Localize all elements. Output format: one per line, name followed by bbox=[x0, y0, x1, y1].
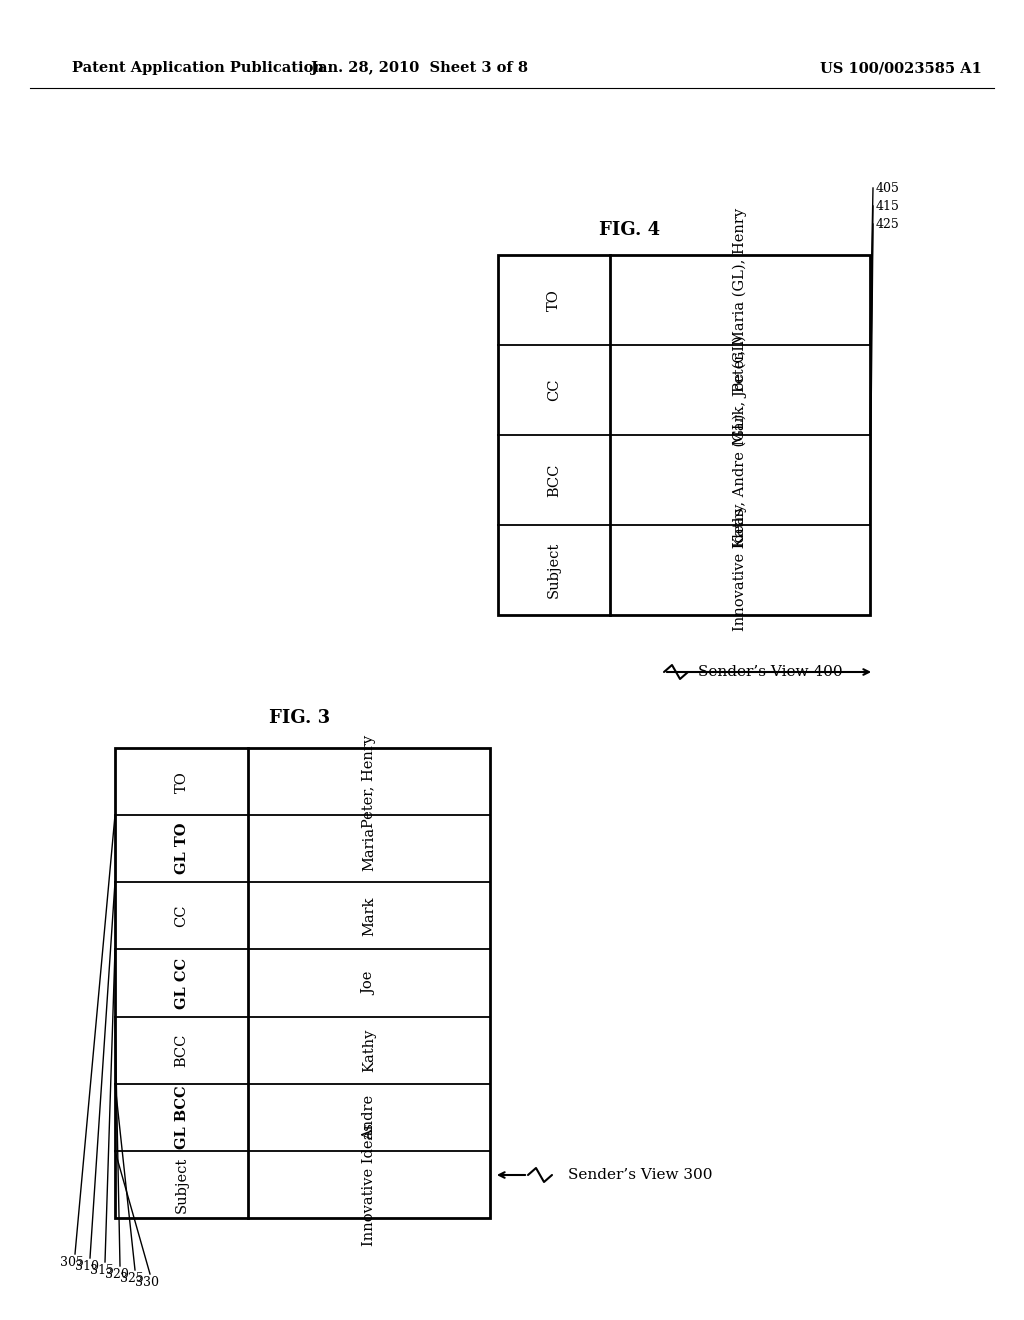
Text: FIG. 3: FIG. 3 bbox=[269, 709, 331, 727]
Text: TO: TO bbox=[547, 289, 561, 312]
Text: Subject: Subject bbox=[174, 1156, 188, 1213]
Text: Jan. 28, 2010  Sheet 3 of 8: Jan. 28, 2010 Sheet 3 of 8 bbox=[311, 61, 528, 75]
Text: Sender’s View 300: Sender’s View 300 bbox=[567, 1168, 713, 1181]
Text: Patent Application Publication: Patent Application Publication bbox=[72, 61, 324, 75]
Text: Kathy, Andre (GL): Kathy, Andre (GL) bbox=[733, 413, 748, 546]
Text: 305: 305 bbox=[60, 1257, 84, 1269]
Text: BCC: BCC bbox=[174, 1034, 188, 1067]
Text: GL BCC: GL BCC bbox=[174, 1085, 188, 1150]
Bar bbox=[115, 748, 490, 1218]
Text: Innovative Ideas: Innovative Ideas bbox=[362, 1123, 376, 1246]
Text: 325: 325 bbox=[120, 1272, 143, 1284]
Text: 310: 310 bbox=[75, 1261, 99, 1272]
Text: GL TO: GL TO bbox=[174, 822, 188, 874]
Text: Maria: Maria bbox=[362, 826, 376, 871]
Text: CC: CC bbox=[174, 904, 188, 927]
Text: 425: 425 bbox=[876, 218, 900, 231]
Text: BCC: BCC bbox=[547, 463, 561, 496]
Text: GL CC: GL CC bbox=[174, 957, 188, 1008]
Text: Innovative Ideas: Innovative Ideas bbox=[733, 508, 746, 631]
Text: Andre: Andre bbox=[362, 1094, 376, 1140]
Text: TO: TO bbox=[174, 771, 188, 792]
Text: CC: CC bbox=[547, 379, 561, 401]
Text: 415: 415 bbox=[876, 199, 900, 213]
Text: US 100/0023585 A1: US 100/0023585 A1 bbox=[820, 61, 982, 75]
Text: Joe: Joe bbox=[362, 972, 376, 995]
Text: Mark: Mark bbox=[362, 896, 376, 936]
Text: Subject: Subject bbox=[547, 543, 561, 598]
Text: 330: 330 bbox=[135, 1276, 159, 1290]
Text: Peter, Maria (GL), Henry: Peter, Maria (GL), Henry bbox=[733, 209, 748, 392]
Text: Sender’s View 400: Sender’s View 400 bbox=[697, 665, 843, 678]
Text: 405: 405 bbox=[876, 181, 900, 194]
Text: FIG. 4: FIG. 4 bbox=[599, 220, 660, 239]
Text: 320: 320 bbox=[105, 1269, 129, 1280]
Text: Kathy: Kathy bbox=[362, 1028, 376, 1072]
Bar bbox=[498, 255, 870, 615]
Text: 315: 315 bbox=[90, 1265, 114, 1276]
Text: Peter, Henry: Peter, Henry bbox=[362, 735, 376, 828]
Text: Mark, Joe (GL): Mark, Joe (GL) bbox=[733, 335, 748, 445]
